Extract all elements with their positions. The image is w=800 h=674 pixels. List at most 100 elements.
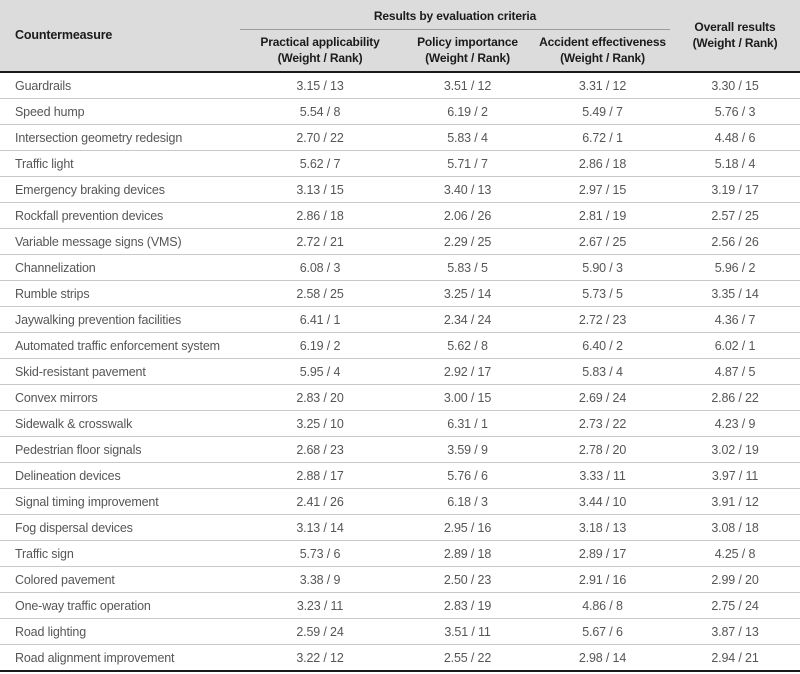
table-row: Channelization 6.08 / 3 5.83 / 5 5.90 / 3 5.… — [0, 254, 800, 281]
table-row: Fog dispersal devices 3.13 / 14 2.95 / 16 3… — [0, 514, 800, 541]
weight-rank-value: 6.19 / 2 — [400, 98, 535, 125]
criteria-subtitle: (Weight / Rank) — [277, 50, 363, 65]
weight-rank-value: 2.91 / 16 — [535, 566, 670, 593]
weight-rank-value: 3.19 / 17 — [670, 176, 800, 203]
weight-rank-value: 3.08 / 18 — [670, 514, 800, 541]
weight-rank-value: 2.50 / 23 — [400, 566, 535, 593]
header-criteria-row: Practical applicability (Weight / Rank) … — [0, 29, 800, 73]
header-group-row: Countermeasure Results by evaluation cri… — [0, 0, 800, 73]
weight-rank-value: 2.67 / 25 — [535, 228, 670, 255]
weight-rank-value: 2.86 / 18 — [240, 202, 400, 229]
weight-rank-value: 3.51 / 11 — [400, 618, 535, 645]
weight-rank-value: 5.83 / 5 — [400, 254, 535, 281]
weight-rank-value: 3.91 / 12 — [670, 488, 800, 515]
table-row: Emergency braking devices 3.13 / 15 3.40 /… — [0, 176, 800, 203]
weight-rank-value: 2.86 / 22 — [670, 384, 800, 411]
table-row: Convex mirrors 2.83 / 20 3.00 / 15 2.69 / 2… — [0, 384, 800, 411]
weight-rank-value: 5.76 / 6 — [400, 462, 535, 489]
weight-rank-value: 2.55 / 22 — [443, 650, 492, 665]
weight-rank-value: 2.92 / 17 — [400, 358, 535, 385]
weight-rank-value: 3.97 / 11 — [670, 462, 800, 489]
weight-rank-value: 5.67 / 6 — [535, 618, 670, 645]
weight-rank-value: 3.30 / 15 — [670, 72, 800, 99]
column-header-countermeasure: Countermeasure — [0, 0, 240, 73]
weight-rank-value: 5.90 / 3 — [535, 254, 670, 281]
weight-rank-value: 6.72 / 1 — [535, 124, 670, 151]
weight-rank-value: 6.08 / 3 — [240, 254, 400, 281]
weight-rank-value: 3.59 / 9 — [400, 436, 535, 463]
weight-rank-value: 2.68 / 23 — [240, 436, 400, 463]
weight-rank-value: 6.02 / 1 — [670, 332, 800, 359]
column-header-overall-results: Overall results (Weight / Rank) — [670, 0, 800, 73]
table-row: One-way traffic operation 3.23 / 11 2.83 /… — [0, 592, 800, 619]
weight-rank-value: 2.86 / 18 — [535, 150, 670, 177]
table-row: Intersection geometry redesign 2.70 / 22 5… — [0, 124, 800, 151]
countermeasure-label: Intersection geometry redesign — [0, 124, 240, 151]
weight-rank-value: 3.38 / 9 — [240, 566, 400, 593]
weight-rank-value: 6.31 / 1 — [400, 410, 535, 437]
criteria-title: Accident effectiveness — [539, 34, 666, 49]
weight-rank-value: 5.96 / 2 — [670, 254, 800, 281]
table-row: Speed hump 5.54 / 8 6.19 / 2 5.49 / 7 5.76 /… — [0, 98, 800, 125]
countermeasure-label: Signal timing improvement — [0, 488, 240, 515]
weight-rank-value: 6.41 / 1 — [240, 306, 400, 333]
table-row: Automated traffic enforcement system 6.19… — [0, 332, 800, 359]
weight-rank-value: 2.94 / 21 — [711, 650, 759, 665]
table-row: Delineation devices 2.88 / 17 5.76 / 6 3.33… — [0, 462, 800, 489]
weight-rank-value: 2.83 / 20 — [240, 384, 400, 411]
weight-rank-value: 3.25 / 10 — [240, 410, 400, 437]
weight-rank-value: 3.25 / 14 — [400, 280, 535, 307]
weight-rank-value: 3.02 / 19 — [670, 436, 800, 463]
weight-rank-value: 2.95 / 16 — [400, 514, 535, 541]
weight-rank-value: 2.34 / 24 — [400, 306, 535, 333]
weight-rank-value: 2.89 / 17 — [535, 540, 670, 567]
countermeasure-label: Channelization — [0, 254, 240, 281]
table-row: Traffic light 5.62 / 7 5.71 / 7 2.86 / 18 5.… — [0, 150, 800, 177]
weight-rank-value: 3.15 / 13 — [240, 72, 400, 99]
weight-rank-value: 5.71 / 7 — [400, 150, 535, 177]
table-row: Signal timing improvement 2.41 / 26 6.18 /… — [0, 488, 800, 515]
weight-rank-value: 2.56 / 26 — [670, 228, 800, 255]
weight-rank-value: 4.48 / 6 — [670, 124, 800, 151]
table-row: Pedestrian floor signals 2.68 / 23 3.59 / … — [0, 436, 800, 463]
weight-rank-value: 5.18 / 4 — [670, 150, 800, 177]
weight-rank-value: 2.41 / 26 — [240, 488, 400, 515]
countermeasure-label: Convex mirrors — [0, 384, 240, 411]
weight-rank-value: 2.89 / 18 — [400, 540, 535, 567]
weight-rank-value: 2.59 / 24 — [240, 618, 400, 645]
weight-rank-value: 6.18 / 3 — [400, 488, 535, 515]
weight-rank-value: 5.62 / 8 — [400, 332, 535, 359]
countermeasure-label: One-way traffic operation — [0, 592, 240, 619]
weight-rank-value: 5.49 / 7 — [535, 98, 670, 125]
weight-rank-value: 2.06 / 26 — [400, 202, 535, 229]
criteria-subtitle: (Weight / Rank) — [425, 50, 510, 65]
weight-rank-value: 2.72 / 23 — [535, 306, 670, 333]
overall-results-subtitle: (Weight / Rank) — [692, 35, 778, 50]
criteria-title: Practical applicability — [260, 34, 380, 49]
weight-rank-value: 4.23 / 9 — [670, 410, 800, 437]
weight-rank-value: 3.51 / 12 — [400, 72, 535, 99]
weight-rank-value: 4.86 / 8 — [535, 592, 670, 619]
weight-rank-value: 3.31 / 12 — [535, 72, 670, 99]
weight-rank-value: 2.75 / 24 — [670, 592, 800, 619]
weight-rank-value: 3.18 / 13 — [535, 514, 670, 541]
weight-rank-value: 2.70 / 22 — [240, 124, 400, 151]
countermeasure-label: Speed hump — [0, 98, 240, 125]
weight-rank-value: 5.73 / 5 — [535, 280, 670, 307]
weight-rank-value: 5.95 / 4 — [240, 358, 400, 385]
weight-rank-value: 3.00 / 15 — [400, 384, 535, 411]
weight-rank-value: 2.83 / 19 — [400, 592, 535, 619]
countermeasure-label: Emergency braking devices — [0, 176, 240, 203]
table-row: Traffic sign 5.73 / 6 2.89 / 18 2.89 / 17 4.… — [0, 540, 800, 567]
criteria-subtitle: (Weight / Rank) — [560, 50, 645, 65]
countermeasure-label: Rumble strips — [0, 280, 240, 307]
table-row: Rockfall prevention devices 2.86 / 18 2.06… — [0, 202, 800, 229]
countermeasure-label: Colored pavement — [0, 566, 240, 593]
weight-rank-value: 2.88 / 17 — [240, 462, 400, 489]
weight-rank-value: 5.83 / 4 — [400, 124, 535, 151]
column-header-policy-importance: Policy importance (Weight / Rank) — [400, 29, 535, 73]
countermeasure-label: Guardrails — [0, 72, 240, 99]
weight-rank-value: 3.33 / 11 — [535, 462, 670, 489]
weight-rank-value: 2.57 / 25 — [670, 202, 800, 229]
